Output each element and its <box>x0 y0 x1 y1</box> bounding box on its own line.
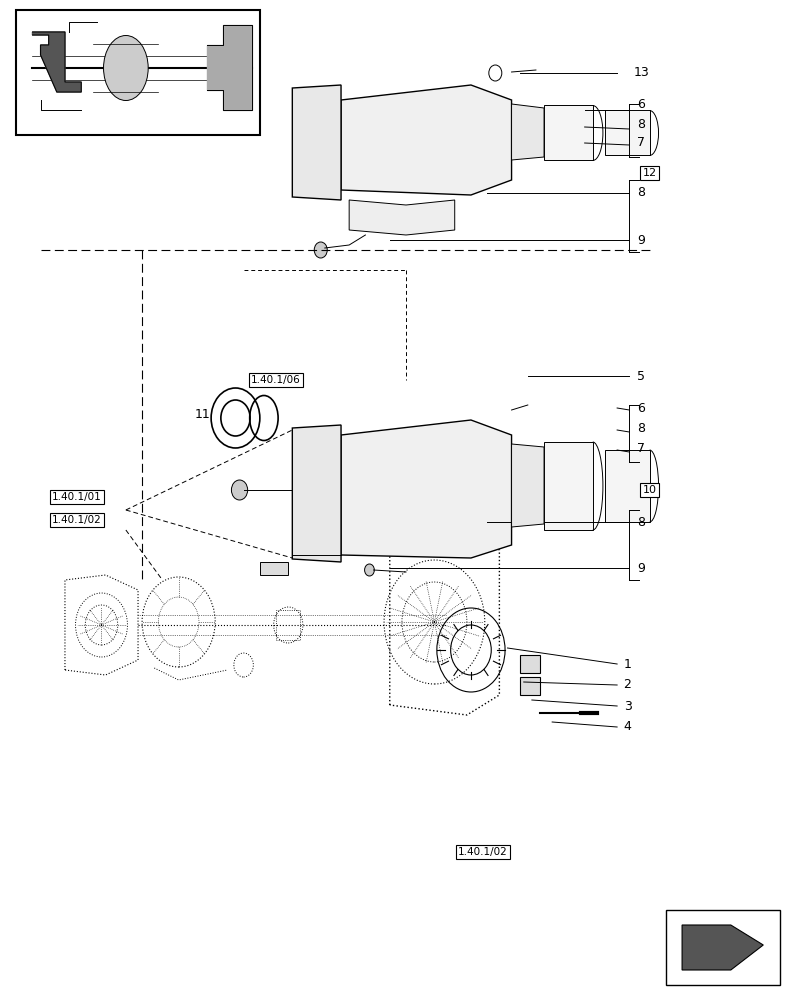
Text: 1.40.1/01: 1.40.1/01 <box>52 492 102 502</box>
Text: 1.40.1/02: 1.40.1/02 <box>457 847 508 857</box>
Polygon shape <box>519 655 539 673</box>
Ellipse shape <box>103 35 148 101</box>
Polygon shape <box>349 200 454 235</box>
Polygon shape <box>292 425 341 562</box>
Polygon shape <box>207 25 251 110</box>
Text: 6: 6 <box>637 401 645 414</box>
Text: 6: 6 <box>637 99 645 111</box>
Text: 4: 4 <box>623 720 631 734</box>
Text: 13: 13 <box>633 66 648 80</box>
Bar <box>665 910 779 985</box>
Polygon shape <box>604 450 649 522</box>
Text: 7: 7 <box>637 442 645 456</box>
Polygon shape <box>604 110 649 155</box>
Text: 8: 8 <box>637 118 645 131</box>
Text: 1: 1 <box>623 658 631 670</box>
Text: 8: 8 <box>637 516 645 528</box>
Text: 12: 12 <box>642 168 656 178</box>
Text: 10: 10 <box>642 485 656 495</box>
Polygon shape <box>519 677 539 695</box>
Text: 8: 8 <box>637 186 645 200</box>
Circle shape <box>314 242 327 258</box>
Circle shape <box>231 480 247 500</box>
Text: 7: 7 <box>637 135 645 148</box>
Polygon shape <box>292 85 341 200</box>
Text: 2: 2 <box>623 678 631 692</box>
Polygon shape <box>341 420 511 558</box>
Polygon shape <box>511 444 543 527</box>
Polygon shape <box>32 32 81 92</box>
Text: 9: 9 <box>637 562 645 574</box>
Text: 1.40.1/06: 1.40.1/06 <box>251 375 301 385</box>
Text: 1.40.1/02: 1.40.1/02 <box>52 515 102 525</box>
Polygon shape <box>511 104 543 160</box>
Text: 8: 8 <box>637 422 645 436</box>
Polygon shape <box>681 925 762 970</box>
Text: 9: 9 <box>637 233 645 246</box>
Text: 5: 5 <box>637 369 645 382</box>
Text: 3: 3 <box>623 700 631 712</box>
Polygon shape <box>543 105 592 160</box>
Circle shape <box>364 564 374 576</box>
Polygon shape <box>543 442 592 530</box>
Polygon shape <box>260 562 288 575</box>
Bar <box>16 10 260 135</box>
Polygon shape <box>341 85 511 195</box>
Text: 11: 11 <box>195 408 211 422</box>
